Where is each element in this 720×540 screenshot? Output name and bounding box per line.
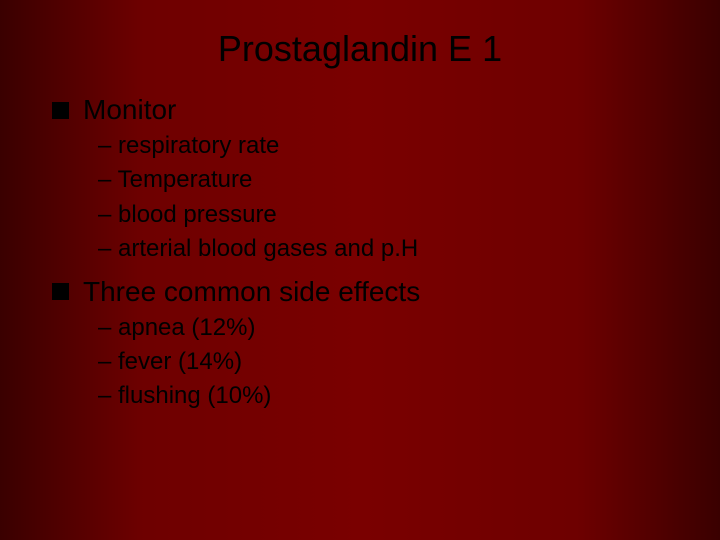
square-bullet-icon (52, 102, 69, 119)
level1-text: Monitor (83, 94, 176, 126)
slide-title: Prostaglandin E 1 (0, 0, 720, 88)
slide-content: Monitor respiratory rate Temperature blo… (0, 94, 720, 413)
bullet-level1: Monitor (52, 94, 680, 126)
bullet-level2: fever (14%) (98, 346, 680, 378)
slide: Prostaglandin E 1 Monitor respiratory ra… (0, 0, 720, 540)
level1-text: Three common side effects (83, 276, 420, 308)
bullet-level2: respiratory rate (98, 130, 680, 162)
square-bullet-icon (52, 283, 69, 300)
bullet-level2: Temperature (98, 164, 680, 196)
bullet-level1: Three common side effects (52, 276, 680, 308)
bullet-level2: flushing (10%) (98, 380, 680, 412)
bullet-level2: apnea (12%) (98, 312, 680, 344)
bullet-level2: blood pressure (98, 199, 680, 231)
bullet-level2: arterial blood gases and p.H (98, 233, 680, 265)
